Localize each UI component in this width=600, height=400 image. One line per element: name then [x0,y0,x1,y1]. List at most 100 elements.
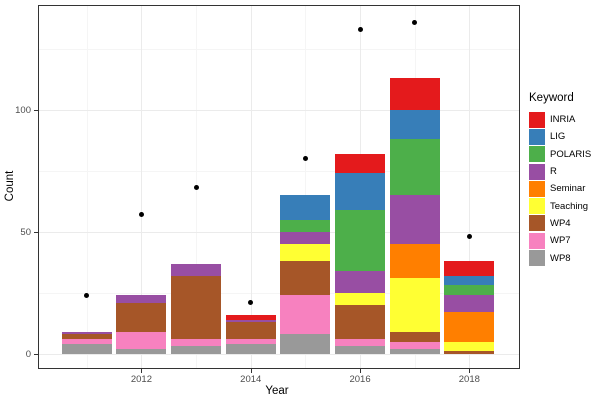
bar-segment [389,278,440,332]
gridline-minor-h [39,170,519,172]
bar-segment [225,339,276,344]
bar-segment [444,275,495,286]
bar-segment [389,331,440,342]
bar-segment [335,339,386,347]
bar-segment [171,346,222,354]
bar-segment [389,244,440,279]
bar-segment [61,343,112,354]
legend-swatch [529,180,545,197]
bar-segment [389,110,440,140]
bar-segment [280,219,331,232]
data-point [84,292,90,298]
bar-segment [335,304,386,340]
legend-swatch [529,163,545,180]
y-tick-mark [34,110,38,111]
data-point [357,27,363,33]
legend-item-label: WP8 [550,252,571,264]
legend-swatch [529,215,545,232]
bar-segment [389,195,440,245]
bar-segment [389,78,440,110]
bar-segment [61,331,112,335]
bar-segment [61,339,112,344]
bar-segment [335,292,386,305]
bar-segment [116,331,167,349]
bar-segment [116,302,167,332]
data-point [302,156,308,162]
gridline-major-h [39,231,519,233]
bar-segment [280,334,331,354]
bar-segment [389,139,440,196]
x-tick-label: 2016 [349,374,371,385]
legend-swatch [529,198,545,215]
x-tick-mark [469,369,471,373]
legend-item: INRIA [529,111,599,128]
bar-segment [389,348,440,354]
bar-segment [444,285,495,296]
bar-segment [280,231,331,245]
bar-segment [335,209,386,271]
legend-item: Teaching [529,197,599,215]
bar-segment [171,275,222,340]
bar-segment [225,343,276,354]
gridline-major-h [39,353,519,355]
gridline-minor-v [86,6,88,368]
x-tick-mark [360,369,362,373]
legend-item: R [529,163,599,180]
bar-segment [335,153,386,174]
legend-item: WP8 [529,249,599,267]
bar-segment [280,244,331,262]
y-axis-title: Count [4,170,16,202]
bar-segment [280,195,331,220]
y-tick-label: 100 [15,105,31,116]
x-tick-label: 2012 [130,374,153,385]
data-point [248,300,254,306]
legend-swatch [529,250,545,267]
gridline-minor-h [39,49,519,51]
plot-panel [38,5,520,369]
bar-segment [389,341,440,349]
bar-segment [444,295,495,313]
bar-segment [225,322,276,340]
bar-segment [335,346,386,354]
data-point [466,234,472,240]
gridline-major-v [141,6,143,368]
bar-segment [280,261,331,296]
x-tick-label: 2018 [458,374,480,385]
y-tick-label: 50 [20,226,31,238]
legend-swatch [529,146,545,163]
legend-item-label: R [550,166,557,178]
bar-segment [444,341,495,352]
bar-segment [444,261,495,276]
bar-segment [444,351,495,354]
gridline-major-v [469,6,471,368]
legend: Keyword INRIA LIG POLARIS R Seminar Teaching W… [529,92,599,267]
bar-segment [116,348,167,354]
gridline-minor-v [305,6,307,368]
legend-item-label: Seminar [550,183,586,195]
legend-item: WP4 [529,215,599,232]
legend-swatch [529,111,545,128]
legend-item: LIG [529,128,599,145]
bar-segment [444,312,495,342]
legend-item-label: LIG [550,131,566,143]
x-tick-mark [250,369,252,373]
legend-item-label: Teaching [550,200,589,212]
legend-item-label: WP7 [550,235,571,247]
legend-title: Keyword [529,92,574,104]
bar-segment [171,339,222,347]
x-tick-mark [141,369,143,373]
y-tick-label: 0 [25,348,31,360]
bar-segment [335,270,386,293]
gridline-major-v [250,6,252,368]
x-axis-title: Year [265,385,289,397]
legend-item: Seminar [529,180,599,197]
data-point [138,212,144,218]
x-tick-label: 2014 [240,374,262,385]
gridline-major-h [39,110,519,111]
data-point [193,185,199,191]
bar-segment [280,295,331,335]
legend-swatch [529,128,545,145]
bar-segment [61,334,112,340]
bar-segment [225,319,276,322]
